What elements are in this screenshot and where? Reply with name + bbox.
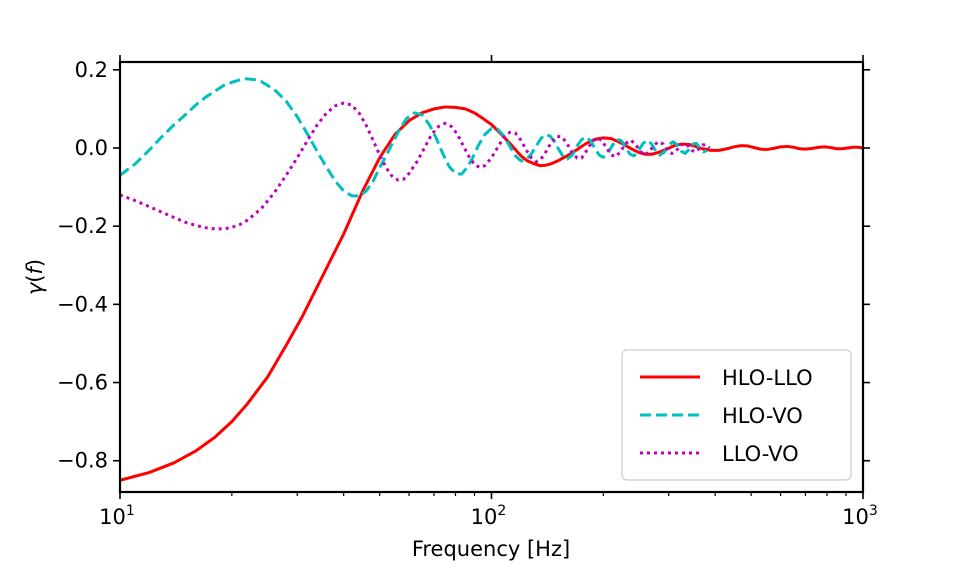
x-tick-label: 102: [471, 503, 507, 529]
y-tick-label: −0.2: [57, 214, 108, 238]
y-axis-label-close-paren: ): [23, 259, 47, 267]
legend-box: [621, 349, 852, 481]
legend: HLO-LLO HLO-VO LLO-VO: [621, 349, 852, 481]
series-line-hlo-llo: [120, 105, 863, 482]
legend-label-llo-vo: LLO-VO: [722, 442, 799, 466]
y-axis-label-arg: f: [23, 263, 47, 274]
x-axis-label: Frequency [Hz]: [412, 537, 570, 561]
y-tick-label: −0.6: [57, 371, 108, 395]
tick-layer: 0.2 0.0 −0.2 −0.4 −0.6 −0.8 101 102 103: [57, 55, 878, 529]
y-axis-label: γ(f): [23, 259, 47, 295]
y-tick-label: 0.2: [75, 58, 108, 82]
series-line-hlo-vo: [120, 77, 708, 198]
y-tick-label: −0.8: [57, 449, 108, 473]
x-tick-label: 103: [842, 503, 878, 529]
y-axis-label-open-paren: (: [23, 274, 47, 282]
legend-label-hlo-llo: HLO-LLO: [722, 366, 813, 390]
y-tick-label: −0.4: [57, 292, 108, 316]
legend-label-hlo-vo: HLO-VO: [722, 404, 803, 428]
y-tick-label: 0.0: [75, 136, 108, 160]
series-layer: [120, 77, 863, 482]
y-axis-label-symbol: γ: [23, 281, 47, 295]
x-tick-label: 101: [99, 503, 135, 529]
